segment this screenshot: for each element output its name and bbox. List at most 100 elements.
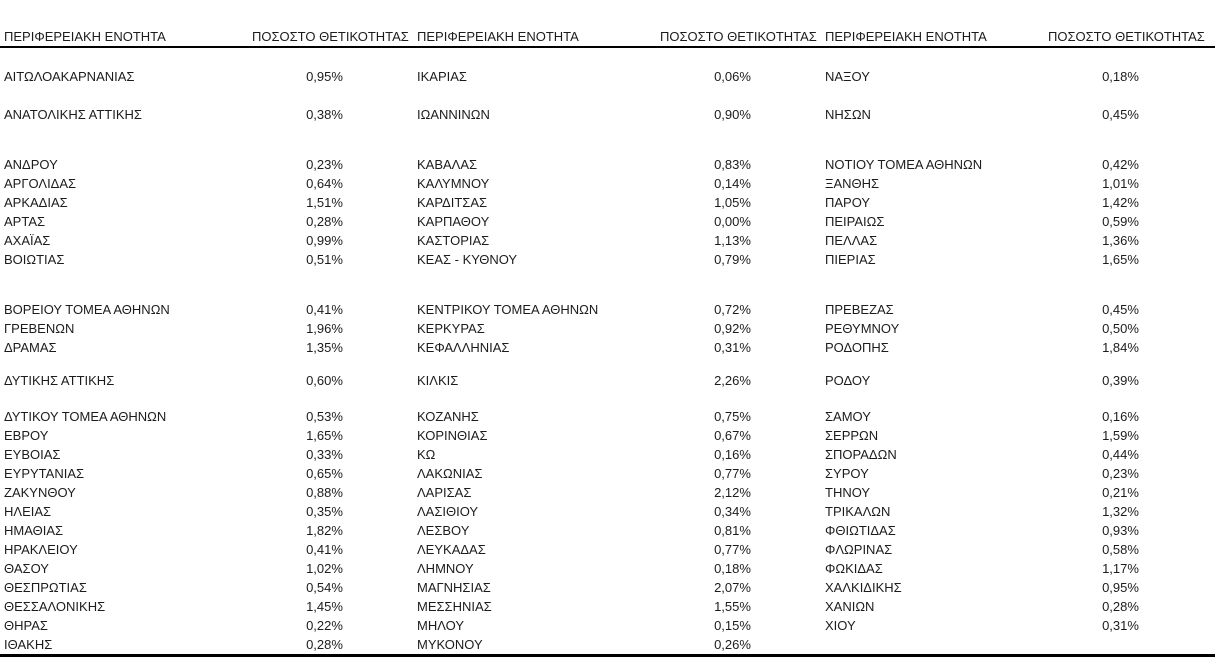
positivity-value-cell: 1,17%	[1102, 561, 1139, 576]
positivity-value-cell: 0,42%	[1102, 157, 1139, 172]
table-row: ΕΥΒΟΙΑΣ 0,33% ΚΩ 0,16% ΣΠΟΡΑΔΩΝ 0,44%	[0, 445, 1215, 464]
positivity-value-cell: 1,35%	[306, 340, 343, 355]
row-group-3: ΤΗΝΟΥ 0,21%	[818, 483, 1215, 502]
row-group-3: ΦΛΩΡΙΝΑΣ 0,58%	[818, 540, 1215, 559]
row-group-3: ΞΑΝΘΗΣ 1,01%	[818, 174, 1215, 193]
positivity-value-cell: 1,32%	[1102, 504, 1139, 519]
region-name-cell: ΜΕΣΣΗΝΙΑΣ	[417, 599, 492, 614]
positivity-value-cell: 0,45%	[1102, 302, 1139, 317]
region-name-cell: ΜΗΛΟΥ	[417, 618, 464, 633]
positivity-value-cell: 1,55%	[714, 599, 751, 614]
row-group-2: ΜΥΚΟΝΟΥ 0,26%	[410, 635, 818, 654]
region-name-cell: ΕΥΡΥΤΑΝΙΑΣ	[4, 466, 85, 481]
positivity-value-cell: 0,58%	[1102, 542, 1139, 557]
table-row: ΘΕΣΠΡΩΤΙΑΣ 0,54% ΜΑΓΝΗΣΙΑΣ 2,07% ΧΑΛΚΙΔΙΚΗΣ 0…	[0, 578, 1215, 597]
row-group-1: ΑΝΑΤΟΛΙΚΗΣ ΑΤΤΙΚΗΣ 0,38%	[0, 105, 410, 124]
region-name-cell: ΛΑΚΩΝΙΑΣ	[417, 466, 483, 481]
region-name-cell: ΡΕΘΥΜΝΟΥ	[825, 321, 900, 336]
header-group-2: ΠΕΡΙΦΕΡΕΙΑΚΗ ΕΝΟΤΗΤΑ ΠΟΣΟΣΤΟ ΘΕΤΙΚΟΤΗΤΑΣ	[410, 28, 818, 46]
table-body: ΑΙΤΩΛΟΑΚΑΡΝΑΝΙΑΣ 0,95% ΙΚΑΡΙΑΣ 0,06% ΝΑΞΟΥ 0,…	[0, 48, 1215, 654]
region-name-cell: ΚΑΡΔΙΤΣΑΣ	[417, 195, 488, 210]
positivity-value-cell: 0,65%	[306, 466, 343, 481]
row-group-2: ΛΕΥΚΑΔΑΣ 0,77%	[410, 540, 818, 559]
row-group-1: ΔΥΤΙΚΗΣ ΑΤΤΙΚΗΣ 0,60%	[0, 371, 410, 390]
region-name-cell: ΕΒΡΟΥ	[4, 428, 49, 443]
positivity-value-cell: 1,45%	[306, 599, 343, 614]
positivity-value-cell: 0,72%	[714, 302, 751, 317]
row-group-1: ΕΥΒΟΙΑΣ 0,33%	[0, 445, 410, 464]
positivity-value-cell: 1,96%	[306, 321, 343, 336]
positivity-value-cell: 0,67%	[714, 428, 751, 443]
region-name-cell: ΠΙΕΡΙΑΣ	[825, 252, 876, 267]
table-row: ΑΝΑΤΟΛΙΚΗΣ ΑΤΤΙΚΗΣ 0,38% ΙΩΑΝΝΙΝΩΝ 0,90% ΝΗΣ…	[0, 86, 1215, 124]
row-group-3: ΧΑΝΙΩΝ 0,28%	[818, 597, 1215, 616]
row-group-3: ΠΕΙΡΑΙΩΣ 0,59%	[818, 212, 1215, 231]
row-group-1: ΓΡΕΒΕΝΩΝ 1,96%	[0, 319, 410, 338]
positivity-value-cell: 2,07%	[714, 580, 751, 595]
region-name-cell: ΜΥΚΟΝΟΥ	[417, 637, 483, 652]
table-row: ΑΡΤΑΣ 0,28% ΚΑΡΠΑΘΟΥ 0,00% ΠΕΙΡΑΙΩΣ 0,59%	[0, 212, 1215, 231]
region-name-cell: ΒΟΙΩΤΙΑΣ	[4, 252, 65, 267]
region-name-cell: ΑΡΤΑΣ	[4, 214, 46, 229]
region-name-cell: ΑΝΑΤΟΛΙΚΗΣ ΑΤΤΙΚΗΣ	[4, 107, 142, 122]
region-name-cell: ΣΠΟΡΑΔΩΝ	[825, 447, 897, 462]
positivity-value-cell: 0,77%	[714, 466, 751, 481]
positivity-value-cell: 1,42%	[1102, 195, 1139, 210]
region-name-cell: ΙΚΑΡΙΑΣ	[417, 69, 467, 84]
row-group-3: ΣΥΡΟΥ 0,23%	[818, 464, 1215, 483]
row-group-1: ΑΧΑΪΑΣ 0,99%	[0, 231, 410, 250]
positivity-value-cell: 0,83%	[714, 157, 751, 172]
positivity-value-cell: 1,82%	[306, 523, 343, 538]
region-name-cell: ΖΑΚΥΝΘΟΥ	[4, 485, 76, 500]
row-group-3: ΠΑΡΟΥ 1,42%	[818, 193, 1215, 212]
positivity-value-cell: 0,16%	[1102, 409, 1139, 424]
region-name-cell: ΓΡΕΒΕΝΩΝ	[4, 321, 75, 336]
positivity-value-cell: 0,00%	[714, 214, 751, 229]
positivity-value-cell: 1,13%	[714, 233, 751, 248]
table-row: ΘΕΣΣΑΛΟΝΙΚΗΣ 1,45% ΜΕΣΣΗΝΙΑΣ 1,55% ΧΑΝΙΩΝ 0,2…	[0, 597, 1215, 616]
row-group-3: ΦΩΚΙΔΑΣ 1,17%	[818, 559, 1215, 578]
row-group-3: ΦΘΙΩΤΙΔΑΣ 0,93%	[818, 521, 1215, 540]
region-name-cell: ΑΙΤΩΛΟΑΚΑΡΝΑΝΙΑΣ	[4, 69, 135, 84]
column-header-region: ΠΕΡΙΦΕΡΕΙΑΚΗ ΕΝΟΤΗΤΑ	[825, 29, 987, 44]
positivity-value-cell: 0,15%	[714, 618, 751, 633]
row-group-2: ΚΙΛΚΙΣ 2,26%	[410, 371, 818, 390]
positivity-value-cell: 2,12%	[714, 485, 751, 500]
region-name-cell: ΣΑΜΟΥ	[825, 409, 871, 424]
row-group-1: ΗΡΑΚΛΕΙΟΥ 0,41%	[0, 540, 410, 559]
region-name-cell: ΤΡΙΚΑΛΩΝ	[825, 504, 891, 519]
region-name-cell: ΚΩ	[417, 447, 436, 462]
region-name-cell: ΚΕΦΑΛΛΗΝΙΑΣ	[417, 340, 510, 355]
region-name-cell: ΠΕΛΛΑΣ	[825, 233, 878, 248]
positivity-value-cell: 1,59%	[1102, 428, 1139, 443]
region-name-cell: ΙΩΑΝΝΙΝΩΝ	[417, 107, 490, 122]
region-name-cell: ΦΛΩΡΙΝΑΣ	[825, 542, 893, 557]
table-row: ΘΗΡΑΣ 0,22% ΜΗΛΟΥ 0,15% ΧΙΟΥ 0,31%	[0, 616, 1215, 635]
region-name-cell: ΣΥΡΟΥ	[825, 466, 869, 481]
row-group-2: ΜΗΛΟΥ 0,15%	[410, 616, 818, 635]
row-group-2: ΙΚΑΡΙΑΣ 0,06%	[410, 67, 818, 86]
table-row: ΗΛΕΙΑΣ 0,35% ΛΑΣΙΘΙΟΥ 0,34% ΤΡΙΚΑΛΩΝ 1,32%	[0, 502, 1215, 521]
row-group-1: ΕΒΡΟΥ 1,65%	[0, 426, 410, 445]
region-name-cell: ΠΑΡΟΥ	[825, 195, 871, 210]
positivity-value-cell: 0,28%	[306, 214, 343, 229]
positivity-value-cell: 0,95%	[306, 69, 343, 84]
region-name-cell: ΚΕΑΣ - ΚΥΘΝΟΥ	[417, 252, 518, 267]
row-group-1: ΔΡΑΜΑΣ 1,35%	[0, 338, 410, 357]
row-group-3: ΣΕΡΡΩΝ 1,59%	[818, 426, 1215, 445]
table-bottom-border	[0, 654, 1215, 657]
row-group-1: ΘΕΣΣΑΛΟΝΙΚΗΣ 1,45%	[0, 597, 410, 616]
row-group-2: ΚΟΡΙΝΘΙΑΣ 0,67%	[410, 426, 818, 445]
row-group-2: ΚΑΒΑΛΑΣ 0,83%	[410, 155, 818, 174]
row-group-1: ΒΟΙΩΤΙΑΣ 0,51%	[0, 250, 410, 269]
region-name-cell: ΞΑΝΘΗΣ	[825, 176, 880, 191]
region-name-cell: ΔΡΑΜΑΣ	[4, 340, 57, 355]
positivity-value-cell: 0,77%	[714, 542, 751, 557]
row-group-3: ΝΑΞΟΥ 0,18%	[818, 67, 1215, 86]
row-group-1: ΕΥΡΥΤΑΝΙΑΣ 0,65%	[0, 464, 410, 483]
row-group-1: ΘΑΣΟΥ 1,02%	[0, 559, 410, 578]
positivity-value-cell: 0,59%	[1102, 214, 1139, 229]
region-name-cell: ΔΥΤΙΚΗΣ ΑΤΤΙΚΗΣ	[4, 373, 115, 388]
row-group-1: ΗΜΑΘΙΑΣ 1,82%	[0, 521, 410, 540]
